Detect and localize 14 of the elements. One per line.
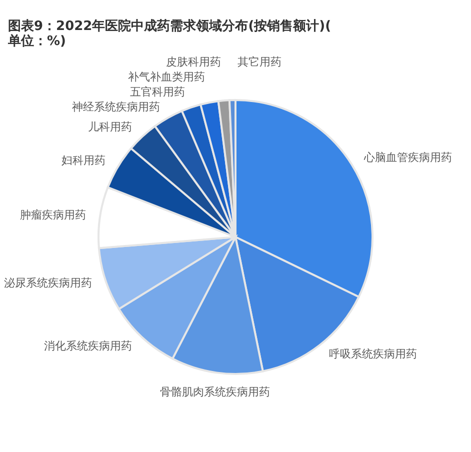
slice-label: 呼吸系统疾病用药	[328, 348, 417, 361]
slice-label: 心脑血管疾病用药	[362, 150, 452, 164]
chart-title: 图表9：2022年医院中成药需求领域分布(按销售额计)(单位：%)	[7, 18, 332, 49]
slice-label: 其它用药	[238, 55, 282, 68]
slice-label: 皮肤科用药	[166, 55, 221, 68]
slice-label: 儿科用药	[88, 120, 132, 134]
slice-label: 骨骼肌肉系统疾病用药	[160, 386, 270, 399]
slice-label: 泌尿系统疾病用药	[4, 276, 92, 290]
slice-label: 消化系统疾病用药	[44, 339, 132, 352]
slice-label: 肿瘤疾病用药	[20, 208, 86, 222]
slice-label: 五官科用药	[130, 85, 186, 98]
slice-label: 妇科用药	[61, 154, 106, 167]
slice-label: 神经系统疾病用药	[72, 100, 160, 114]
slice-label: 补气补血类用药	[128, 70, 206, 84]
